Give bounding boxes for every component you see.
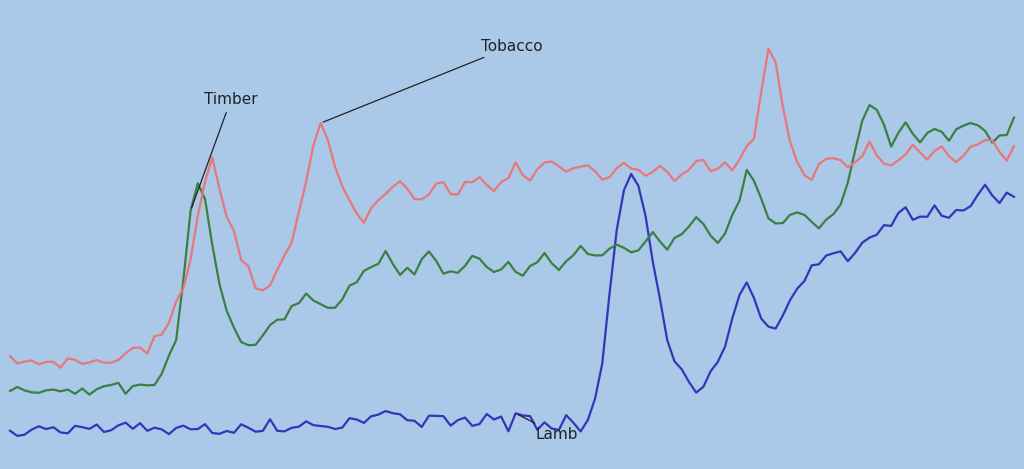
Text: Timber: Timber xyxy=(191,92,258,208)
Text: Tobacco: Tobacco xyxy=(324,38,543,122)
Text: Lamb: Lamb xyxy=(518,415,579,442)
